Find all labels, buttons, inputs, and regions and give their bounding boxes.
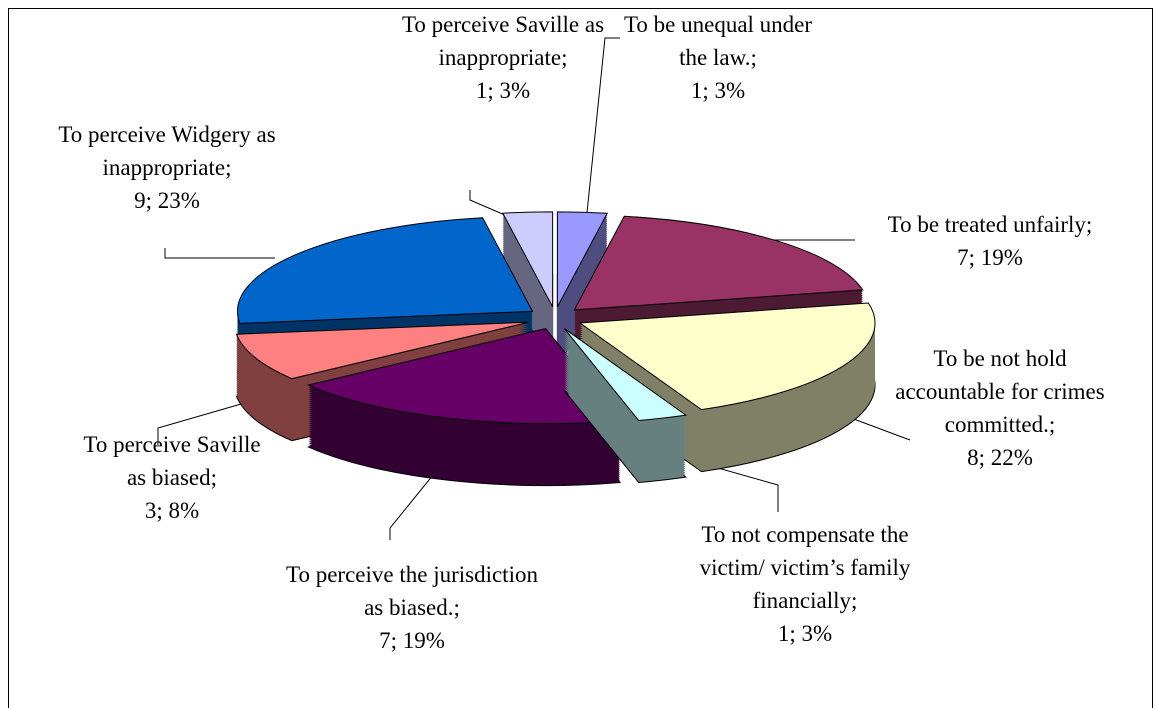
data-label: To be not hold accountable for crimes co…: [880, 342, 1120, 474]
category-label: To perceive Saville as biased;: [83, 432, 261, 490]
value-label: 1; 3%: [777, 621, 833, 646]
category-label: To perceive Widgery as inappropriate;: [58, 122, 276, 180]
leader-lines: [157, 37, 911, 540]
pie-slice: [578, 302, 876, 411]
category-label: To be treated unfairly;: [887, 212, 1093, 237]
category-label: To not compensate the victim/ victim’s f…: [699, 522, 911, 613]
slice-group: [306, 328, 621, 487]
slice-group: [578, 302, 876, 473]
pie-slice: [501, 211, 554, 308]
pie-slice: [573, 215, 864, 311]
leader-line: [584, 37, 620, 233]
value-label: 8; 22%: [967, 445, 1033, 470]
pie-slice: [306, 328, 621, 425]
value-label: 3; 8%: [144, 498, 200, 523]
value-label: 1; 3%: [475, 78, 531, 103]
pie-slice: [556, 211, 609, 308]
data-label: To be treated unfairly; 7; 19%: [830, 208, 1150, 274]
pie-slice: [563, 328, 688, 422]
value-label: 9; 23%: [134, 188, 200, 213]
value-label: 1; 3%: [690, 78, 746, 103]
data-label: To not compensate the victim/ victim’s f…: [680, 518, 930, 650]
data-label: To perceive the jurisdiction as biased.;…: [277, 558, 547, 657]
data-label: To perceive Saville as biased; 3; 8%: [72, 428, 272, 527]
chart-frame: [8, 8, 1153, 708]
leader-line: [164, 248, 275, 259]
slice-group: [563, 328, 688, 484]
data-label: To be unequal under the law.; 1; 3%: [613, 8, 823, 107]
value-label: 7; 19%: [957, 245, 1023, 270]
pie-slice: [237, 217, 534, 324]
data-label: To perceive Saville as inappropriate; 1; …: [378, 8, 628, 107]
category-label: To perceive Saville as inappropriate;: [401, 12, 605, 70]
category-label: To perceive the jurisdiction as biased.;: [286, 562, 538, 620]
category-label: To be not hold accountable for crimes co…: [895, 346, 1105, 437]
value-label: 7; 19%: [379, 628, 445, 653]
data-label: To perceive Widgery as inappropriate; 9; …: [22, 118, 312, 217]
category-label: To be unequal under the law.;: [623, 12, 813, 70]
pie-slice: [235, 321, 530, 380]
leader-line: [157, 401, 249, 445]
